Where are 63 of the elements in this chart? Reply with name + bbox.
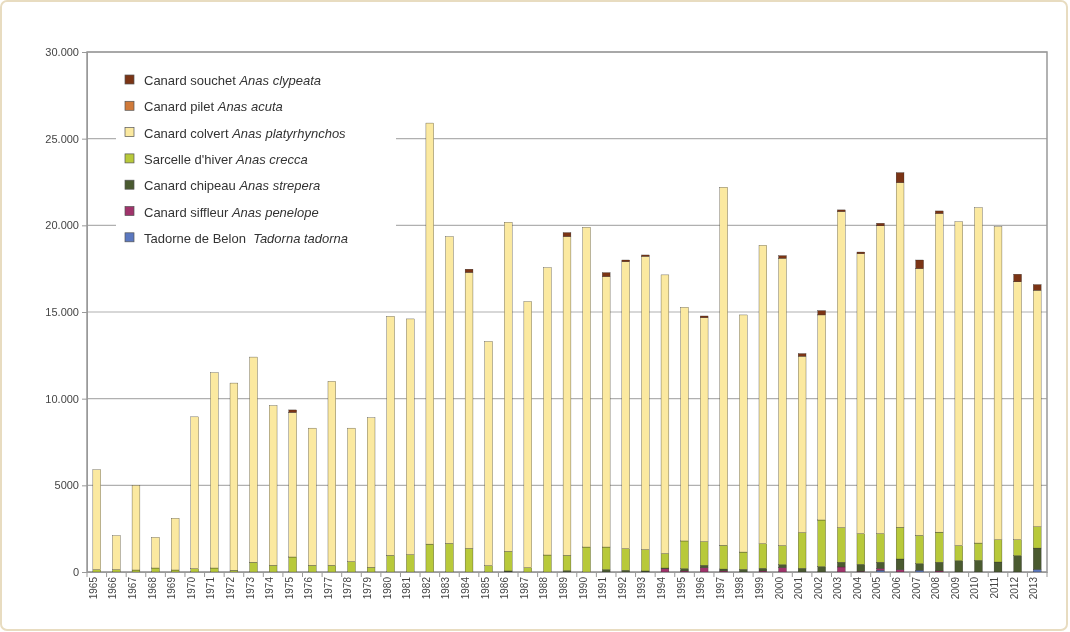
x-tick-label: 1986: [499, 576, 511, 600]
x-tick-label: 1989: [558, 576, 569, 600]
x-tick-label: 1976: [303, 576, 315, 600]
x-tick-label: 2005: [871, 576, 883, 600]
x-tick-label: 2007: [910, 576, 922, 600]
x-tick-label: 1998: [734, 576, 746, 600]
y-tick-label: 10.000: [45, 392, 79, 405]
x-tick-label: 1966: [107, 576, 119, 600]
x-tick-label: 1977: [322, 576, 334, 600]
x-tick-label: 2004: [851, 576, 863, 600]
x-tick-label: 1970: [185, 576, 197, 600]
x-tick-label: 2011: [989, 576, 1001, 599]
x-tick-label: 1999: [753, 576, 765, 600]
x-tick-label: 1975: [283, 576, 295, 600]
x-tick-label: 1991: [597, 576, 609, 600]
y-tick-label: 30.000: [45, 46, 79, 59]
legend-label: Canard siffleur Anas penelope: [144, 204, 319, 220]
x-tick-label: 1997: [714, 576, 726, 600]
x-tick-label: 2009: [949, 576, 961, 600]
x-tick-label: 2010: [969, 576, 981, 600]
x-tick-label: 1981: [401, 576, 413, 600]
x-tick-label: 1978: [342, 576, 354, 600]
x-tick-label: 1988: [538, 576, 550, 600]
x-tick-label: 2001: [793, 576, 805, 600]
x-tick-label: 1987: [518, 576, 530, 600]
y-tick-label: 5000: [54, 479, 79, 492]
x-tick-label: 1972: [224, 576, 236, 600]
x-tick-label: 1979: [362, 576, 374, 600]
x-tick-label: 1982: [420, 576, 432, 600]
x-tick-label: 1995: [675, 576, 687, 600]
x-tick-label: 1994: [655, 576, 667, 600]
x-tick-label: 2003: [832, 576, 844, 600]
x-tick-label: 1965: [87, 576, 99, 600]
x-tick-label: 2002: [812, 576, 824, 600]
x-tick-label: 1973: [244, 576, 256, 600]
x-tick-label: 1969: [166, 576, 178, 600]
legend-label: Canard chipeau Anas strepera: [144, 178, 321, 194]
x-tick-label: 1971: [205, 576, 217, 600]
x-tick-label: 2008: [930, 576, 942, 600]
legend-label: Canard pilet Anas acuta: [144, 99, 283, 115]
x-tick-label: 1984: [460, 576, 472, 600]
legend-label: Canard souchet Anas clypeata: [144, 73, 322, 88]
x-tick-label: 2006: [891, 576, 903, 600]
x-tick-label: 1990: [577, 576, 589, 600]
x-tick-label: 1993: [636, 576, 648, 600]
x-tick-label: 1983: [440, 576, 452, 600]
legend-label: Sarcelle d'hiver Anas crecca: [144, 151, 308, 167]
x-tick-label: 1967: [126, 576, 138, 600]
x-tick-label: 1968: [146, 576, 158, 600]
legend-label: Tadorne de Belon Tadorna tadorna: [144, 230, 349, 246]
y-tick-label: 15.000: [45, 306, 79, 319]
x-tick-label: 1980: [381, 576, 393, 600]
x-tick-label: 1992: [616, 576, 628, 600]
y-tick-label: 20.000: [45, 219, 79, 232]
x-tick-label: 1974: [264, 576, 276, 600]
y-tick-label: 0: [72, 566, 79, 579]
x-tick-label: 1985: [479, 576, 491, 600]
x-tick-label: 2000: [773, 576, 785, 600]
x-tick-label: 1996: [695, 576, 707, 600]
x-tick-label: 2013: [1028, 576, 1040, 600]
legend-label: Canard colvert Anas platyrhynchos: [144, 125, 347, 141]
y-tick-label: 25.000: [45, 132, 79, 145]
x-tick-label: 2012: [1008, 576, 1020, 600]
